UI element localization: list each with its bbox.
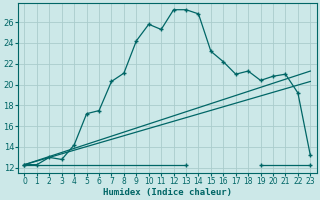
X-axis label: Humidex (Indice chaleur): Humidex (Indice chaleur): [103, 188, 232, 197]
